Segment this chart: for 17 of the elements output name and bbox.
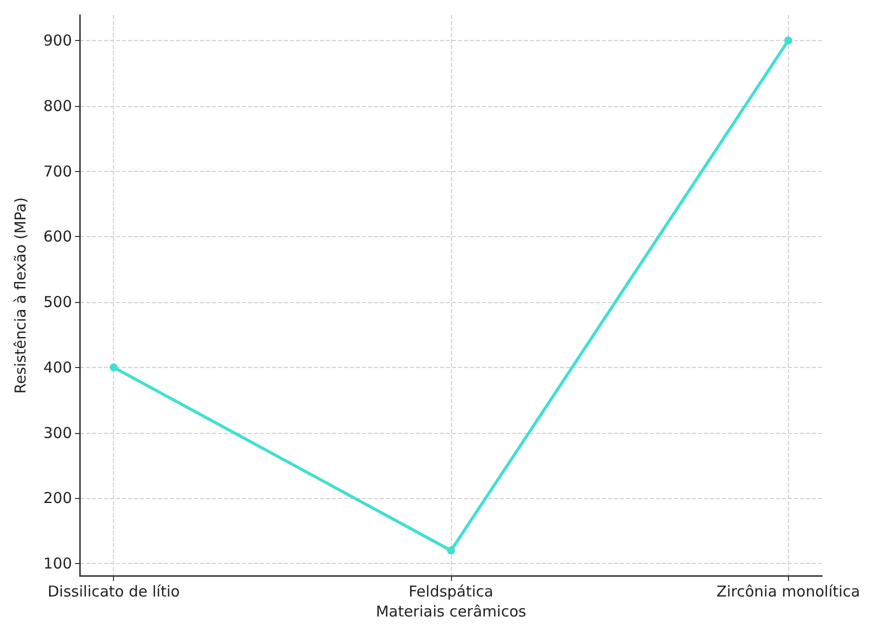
- y-tick-label: 200: [43, 489, 72, 508]
- x-tick-label: Zircônia monolítica: [716, 582, 860, 600]
- point: [784, 36, 792, 44]
- y-tick-label: 800: [43, 96, 72, 115]
- y-tick-label: 300: [43, 424, 72, 442]
- point: [447, 546, 455, 554]
- x-axis-title: Materiais cerâmicos: [376, 602, 526, 620]
- x-tick-label: Feldspática: [408, 582, 494, 600]
- y-tick-label: 400: [43, 358, 72, 376]
- y-axis-title: Resistência à flexão (MPa): [12, 197, 30, 394]
- y-tick-label: 900: [43, 32, 72, 50]
- y-tick-label: 500: [43, 293, 72, 312]
- point: [110, 363, 118, 372]
- y-tick-label: 100: [43, 554, 72, 573]
- y-tick-label: 700: [43, 162, 72, 180]
- y-tick-label: 600: [43, 228, 72, 246]
- x-tick-label: Dissilicato de lítio: [48, 582, 180, 600]
